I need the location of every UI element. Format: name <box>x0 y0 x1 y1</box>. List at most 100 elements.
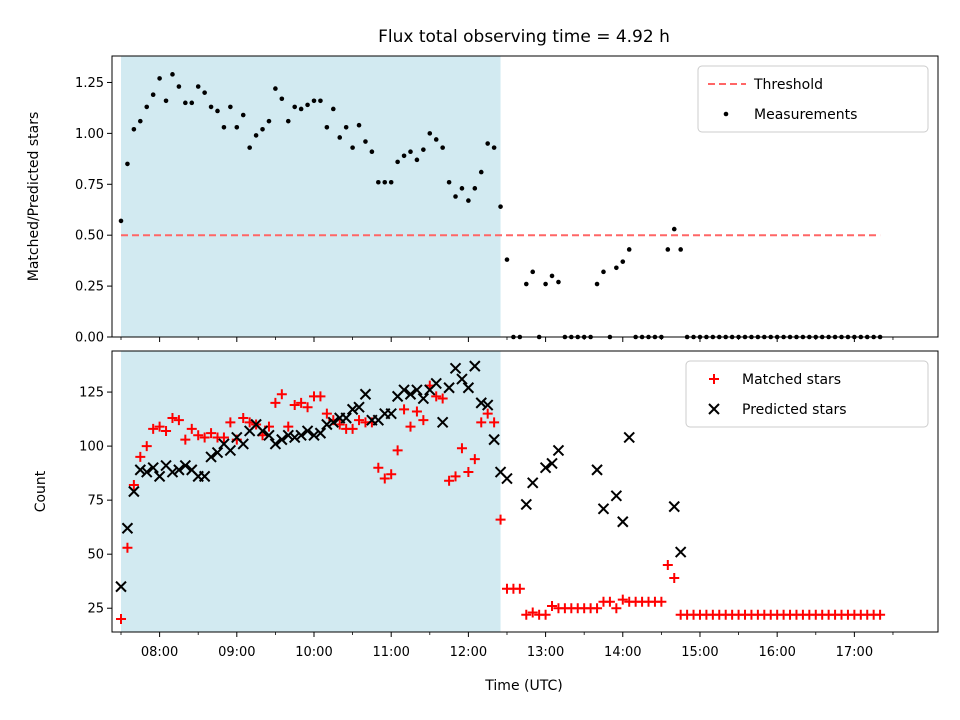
data-point <box>356 122 362 128</box>
data-point <box>141 441 152 452</box>
data-point <box>469 360 481 372</box>
data-point <box>388 179 394 185</box>
y-tick-label: 0.25 <box>75 280 104 295</box>
data-point <box>234 124 240 130</box>
data-point <box>379 473 390 484</box>
data-point <box>623 431 635 444</box>
data-point <box>421 147 426 152</box>
data-point <box>161 425 172 436</box>
data-point <box>466 198 471 203</box>
data-point <box>330 106 336 112</box>
data-point <box>556 279 561 285</box>
data-point <box>324 124 330 130</box>
data-point <box>530 269 536 275</box>
bottom-axes-frame <box>111 350 939 633</box>
data-point <box>401 153 407 159</box>
x-tick-label: 13:00 <box>527 645 564 660</box>
data-point <box>311 98 317 104</box>
bottom-x-axis: 08:00 09:00 10:00 11:00 12:00 13:00 14:00 15:00… <box>120 632 894 660</box>
data-point <box>592 603 603 614</box>
data-point <box>121 522 134 534</box>
data-point <box>520 498 532 511</box>
data-point <box>224 444 237 457</box>
data-point <box>150 92 156 97</box>
data-point <box>350 145 355 150</box>
data-point <box>398 384 410 396</box>
data-point <box>228 104 233 110</box>
data-point <box>193 430 204 441</box>
data-point <box>678 247 683 252</box>
data-point <box>308 429 320 442</box>
y-tick-label: 50 <box>87 548 104 563</box>
data-point <box>237 438 249 450</box>
data-point <box>289 400 300 411</box>
data-point <box>270 397 281 408</box>
data-point <box>527 477 539 489</box>
data-point <box>382 179 388 185</box>
data-point <box>363 139 368 144</box>
data-point <box>347 423 358 434</box>
data-point <box>594 281 600 287</box>
data-point <box>405 421 416 432</box>
data-point <box>620 259 626 264</box>
data-point <box>498 204 503 209</box>
y-tick-label: 1.25 <box>75 76 104 91</box>
data-point <box>482 408 493 419</box>
data-point <box>662 559 673 570</box>
y-tick-label: 0.75 <box>75 178 104 193</box>
data-point <box>148 423 159 434</box>
legend-label: Matched stars <box>742 372 841 388</box>
data-point <box>166 466 179 478</box>
data-point <box>263 429 275 442</box>
data-point <box>489 417 500 428</box>
legend-box <box>697 65 929 133</box>
data-point <box>450 471 461 482</box>
data-point <box>504 257 510 262</box>
data-point <box>514 583 525 594</box>
y-tick-label: 25 <box>87 602 104 617</box>
bottom-y-axis: 25 50 75 100 125 <box>79 386 112 617</box>
y-tick-label: 125 <box>79 386 104 401</box>
data-point <box>354 415 365 426</box>
data-point <box>167 413 178 424</box>
x-tick-label: 12:00 <box>450 645 487 660</box>
data-point <box>283 421 294 432</box>
data-point <box>298 106 304 112</box>
data-point <box>195 84 201 89</box>
legend-label: Measurements <box>754 107 857 123</box>
data-point <box>315 391 326 402</box>
data-point <box>157 76 162 81</box>
data-point <box>386 469 397 480</box>
data-point <box>138 118 143 124</box>
legend-label: Predicted stars <box>742 402 847 418</box>
data-point <box>305 102 310 108</box>
y-tick-label: 1.00 <box>75 127 104 142</box>
data-point <box>475 397 487 409</box>
data-point <box>418 415 429 426</box>
data-point <box>527 607 538 618</box>
data-point <box>269 438 282 450</box>
data-point <box>122 542 133 553</box>
y-tick-label: 0.50 <box>75 229 104 244</box>
data-point <box>128 480 139 491</box>
data-point <box>463 467 474 478</box>
data-point <box>285 118 291 124</box>
top-y-axis: 0.00 0.25 0.50 0.75 1.00 1.25 <box>75 76 112 346</box>
data-point <box>327 416 340 429</box>
data-point <box>552 444 565 457</box>
data-point <box>404 388 417 400</box>
data-point <box>462 382 475 394</box>
data-point <box>369 149 375 155</box>
data-point <box>359 388 372 400</box>
data-point <box>314 427 327 439</box>
x-tick-label: 08:00 <box>141 645 178 660</box>
data-point <box>611 603 622 614</box>
data-point <box>183 100 188 106</box>
data-point <box>282 429 294 442</box>
y-tick-label: 100 <box>79 440 104 455</box>
bottom-panel: 25 50 75 100 125 08:00 09:00 10:00 11:00 12:00 13… <box>33 350 939 694</box>
data-point <box>453 194 458 199</box>
data-point <box>674 546 687 558</box>
data-point <box>189 100 195 106</box>
data-point <box>225 417 236 428</box>
